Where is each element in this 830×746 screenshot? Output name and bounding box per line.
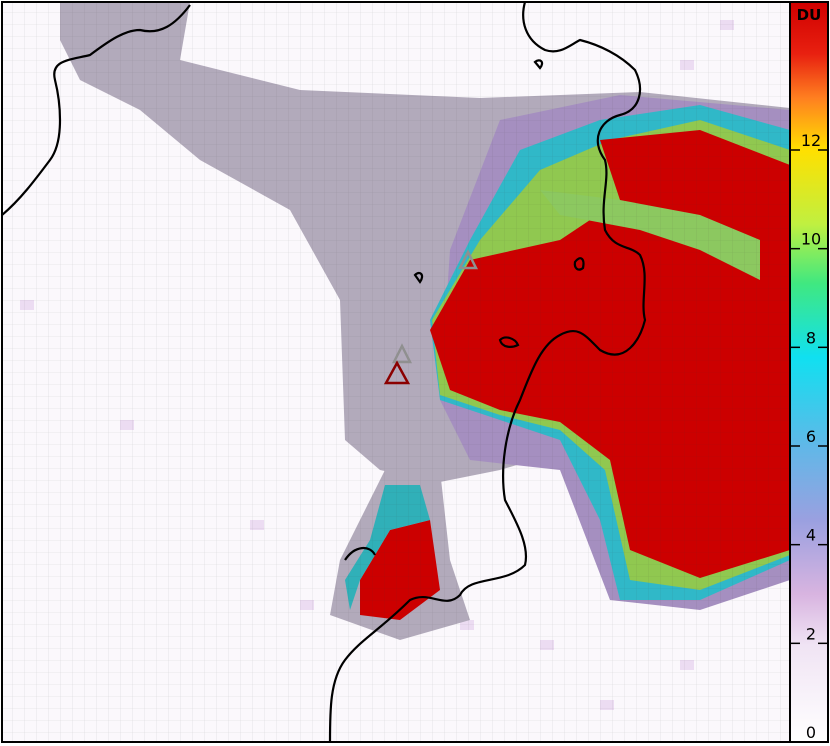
colorbar-tick-label: 2 [806,624,816,643]
colorbar-tick-label: 4 [806,526,816,545]
colorbar-label: DU [797,6,822,24]
map [2,2,790,742]
colorbar-tick-label: 6 [806,427,816,446]
colorbar: DU 0 2 4 6 8 10 12 [789,1,829,743]
colorbar-tick-label: 0 [806,723,816,742]
volcano-markers [383,249,479,385]
coastlines [2,2,647,742]
colorbar-tick-label: 10 [801,230,821,249]
colorbar-ramp [789,1,829,743]
pixel-grid [2,2,790,742]
colorbar-tick-label: 12 [801,131,821,150]
colorbar-tick-label: 8 [806,328,816,347]
